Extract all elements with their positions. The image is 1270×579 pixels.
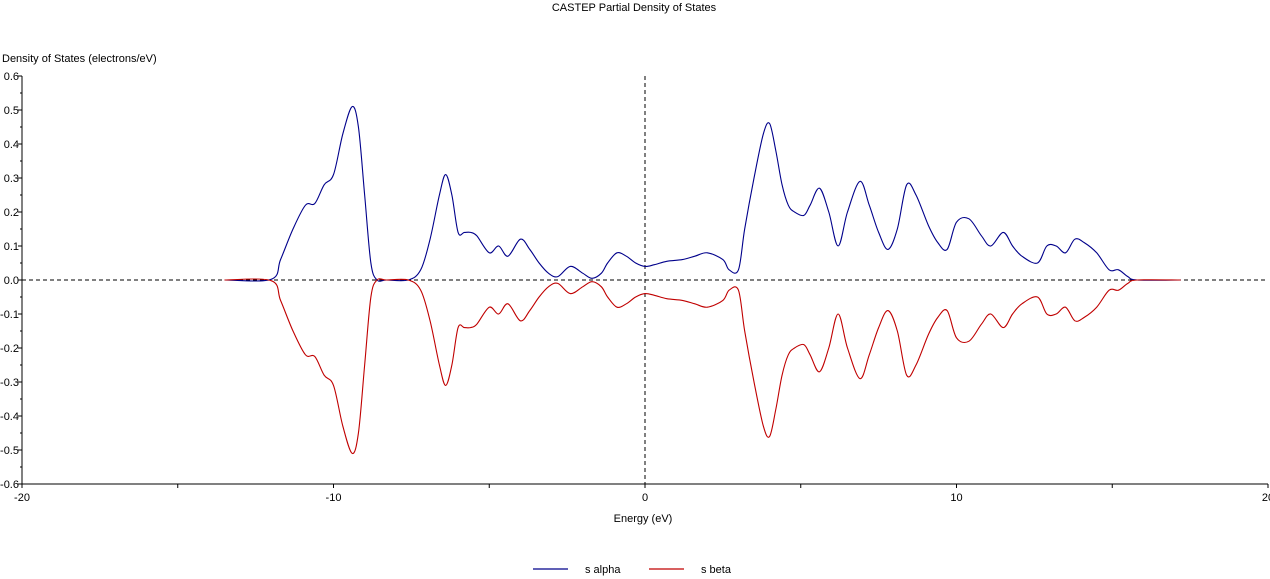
y-tick-label: -0.4 bbox=[0, 411, 19, 423]
y-tick-label: 0.4 bbox=[4, 139, 19, 151]
y-tick-label: -0.1 bbox=[0, 309, 19, 321]
x-tick-label: 20 bbox=[1262, 492, 1270, 504]
y-tick-label: 0.0 bbox=[4, 275, 19, 287]
y-axis-label: Density of States (electrons/eV) bbox=[2, 53, 157, 65]
y-tick-label: 0.3 bbox=[4, 173, 19, 185]
axes: 0.6 0.5 0.4 0.3 0.2 0.1 0.0 -0.1 -0.2 -0.3 -0.4 -0.… bbox=[0, 71, 1270, 504]
plot-area bbox=[224, 105, 1181, 455]
legend-label-s-alpha: s alpha bbox=[585, 564, 621, 576]
chart-title: CASTEP Partial Density of States bbox=[552, 2, 717, 14]
x-tick-label: 0 bbox=[642, 492, 648, 504]
x-tick-label: -20 bbox=[14, 492, 30, 504]
legend: s alpha s beta bbox=[533, 564, 732, 576]
x-tick-label: 10 bbox=[950, 492, 962, 504]
y-tick-label: 0.1 bbox=[4, 241, 19, 253]
x-axis-label: Energy (eV) bbox=[614, 513, 673, 525]
y-tick-label: 0.2 bbox=[4, 207, 19, 219]
legend-label-s-beta: s beta bbox=[701, 564, 732, 576]
series-line-s-alpha bbox=[224, 105, 1181, 282]
y-tick-label: -0.3 bbox=[0, 377, 19, 389]
y-tick-label: -0.2 bbox=[0, 343, 19, 355]
series-line-s-beta bbox=[224, 278, 1181, 455]
x-tick-label: -10 bbox=[326, 492, 342, 504]
y-tick-label: 0.5 bbox=[4, 105, 19, 117]
reference-lines bbox=[22, 76, 1268, 484]
y-tick-label: 0.6 bbox=[4, 71, 19, 83]
y-tick-label: -0.5 bbox=[0, 445, 19, 457]
y-tick-label: -0.6 bbox=[0, 479, 19, 491]
